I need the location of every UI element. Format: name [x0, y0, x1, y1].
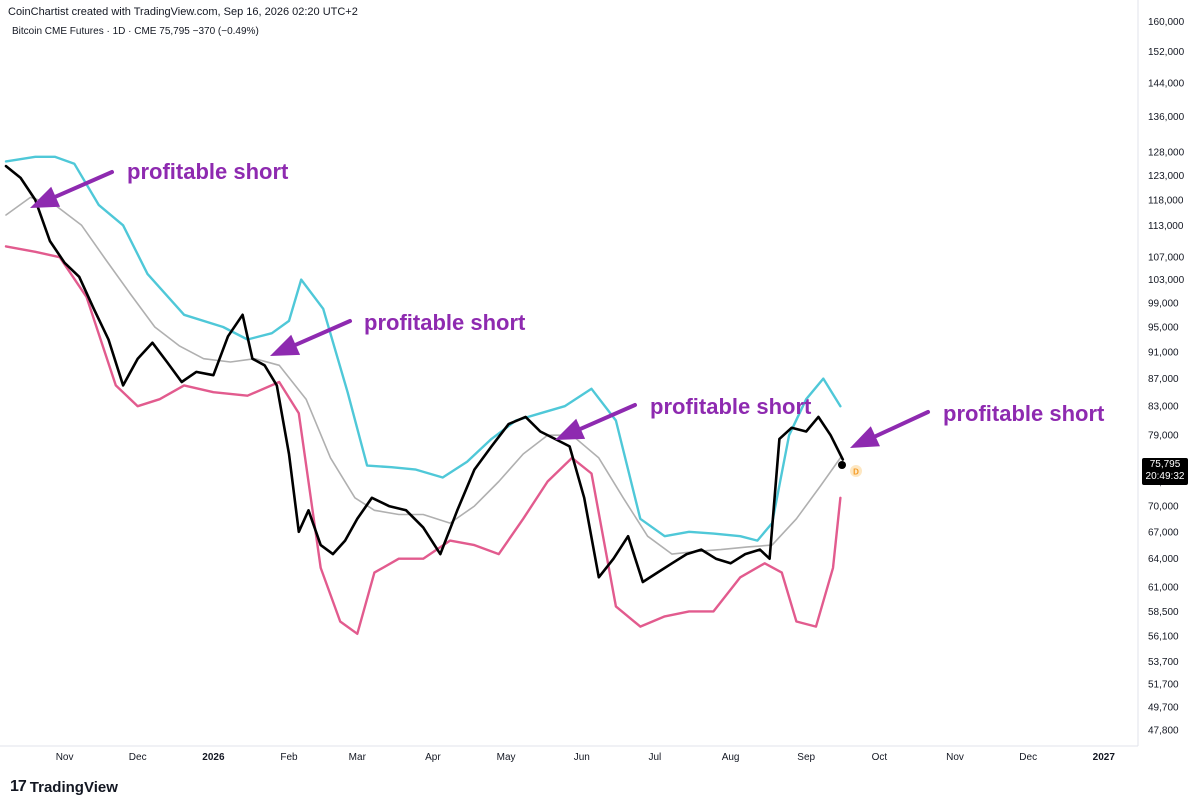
- y-tick-label: 51,700: [1148, 679, 1179, 690]
- annotation-arrow-head: [270, 334, 301, 356]
- y-tick-label: 152,000: [1148, 47, 1185, 58]
- last-price-value: 75,795: [1149, 459, 1181, 470]
- y-tick-label: 128,000: [1148, 148, 1185, 159]
- y-tick-label: 83,000: [1148, 402, 1179, 413]
- annotation-arrow-head: [30, 186, 61, 208]
- x-tick-label: Apr: [425, 752, 441, 763]
- y-tick-label: 103,000: [1148, 275, 1185, 286]
- series-line-basis[interactable]: [5, 196, 842, 555]
- x-tick-label: Mar: [349, 752, 367, 763]
- y-tick-label: 107,000: [1148, 253, 1185, 264]
- y-tick-label: 79,000: [1148, 431, 1179, 442]
- last-price-dot: [838, 461, 846, 469]
- annotation-label: profitable short: [650, 394, 812, 419]
- y-tick-label: 53,700: [1148, 657, 1179, 668]
- chart-caption: CoinChartist created with TradingView.co…: [8, 6, 358, 18]
- y-tick-label: 61,000: [1148, 582, 1179, 593]
- annotation-arrow-head: [555, 418, 586, 440]
- event-marker-label: D: [853, 468, 859, 477]
- bar-countdown: 20:49:32: [1145, 471, 1185, 482]
- y-tick-label: 70,000: [1148, 502, 1179, 513]
- x-tick-label: Aug: [722, 752, 740, 763]
- tradingview-logo-icon: 17: [10, 778, 27, 795]
- y-tick-label: 144,000: [1148, 79, 1185, 90]
- symbol-info-line: Bitcoin CME Futures · 1D · CME 75,795 −3…: [12, 26, 259, 37]
- last-price-badge: 75,795 20:49:32: [1142, 458, 1188, 485]
- y-tick-label: 49,700: [1148, 703, 1179, 714]
- series-line-lower-band[interactable]: [4, 245, 842, 635]
- y-tick-label: 95,000: [1148, 323, 1179, 334]
- y-tick-label: 113,000: [1148, 221, 1184, 232]
- y-tick-label: 56,100: [1148, 631, 1179, 642]
- series-layer: [4, 155, 845, 635]
- y-tick-label: 58,500: [1148, 607, 1179, 618]
- tradingview-logo[interactable]: 17 TradingView: [10, 778, 118, 796]
- y-tick-label: 160,000: [1148, 17, 1185, 28]
- y-tick-label: 87,000: [1148, 374, 1179, 385]
- y-tick-label: 67,000: [1148, 527, 1179, 538]
- x-tick-label: Nov: [56, 752, 74, 763]
- x-axis: Nov Dec 2026 Feb Mar Apr May Jun Jul Aug Sep Oct Nov…: [56, 752, 1116, 763]
- y-tick-label: 99,000: [1148, 298, 1179, 309]
- annotation-arrows: [30, 170, 930, 448]
- x-tick-label: Nov: [946, 752, 964, 763]
- y-axis: 160,000 152,000 144,000 136,000 128,000 123,0…: [1148, 17, 1185, 736]
- y-tick-label: 136,000: [1148, 112, 1185, 123]
- y-tick-label: 47,800: [1148, 725, 1179, 736]
- x-tick-label: May: [497, 752, 516, 763]
- x-tick-label: Jul: [649, 752, 662, 763]
- y-tick-label: 118,000: [1148, 195, 1184, 206]
- annotation-arrow-shaft: [873, 410, 930, 439]
- annotation-label: profitable short: [943, 401, 1105, 426]
- event-marker: [850, 465, 862, 477]
- y-tick-label: 91,000: [1148, 348, 1179, 359]
- x-tick-label: Dec: [129, 752, 147, 763]
- x-tick-label: Dec: [1019, 752, 1037, 763]
- y-tick-label: 64,000: [1148, 554, 1179, 565]
- tradingview-logo-text: TradingView: [29, 778, 118, 796]
- annotation-arrow-shaft: [53, 170, 114, 199]
- y-tick-label: 123,000: [1148, 171, 1185, 182]
- annotation-label: profitable short: [364, 310, 526, 335]
- annotation-label: profitable short: [127, 159, 289, 184]
- x-tick-label: Oct: [872, 752, 888, 763]
- series-line-upper-band[interactable]: [4, 155, 842, 542]
- annotation-arrow-head: [850, 426, 880, 448]
- annotation-arrow-shaft: [578, 403, 637, 431]
- x-tick-label: Jun: [574, 752, 590, 763]
- x-tick-label: 2027: [1093, 752, 1116, 763]
- x-tick-label: Sep: [797, 752, 815, 763]
- series-line-bitcoin-cme-futures[interactable]: [4, 164, 845, 584]
- x-tick-label: Feb: [280, 752, 298, 763]
- x-tick-label: 2026: [202, 752, 225, 763]
- annotation-arrow-shaft: [293, 319, 352, 347]
